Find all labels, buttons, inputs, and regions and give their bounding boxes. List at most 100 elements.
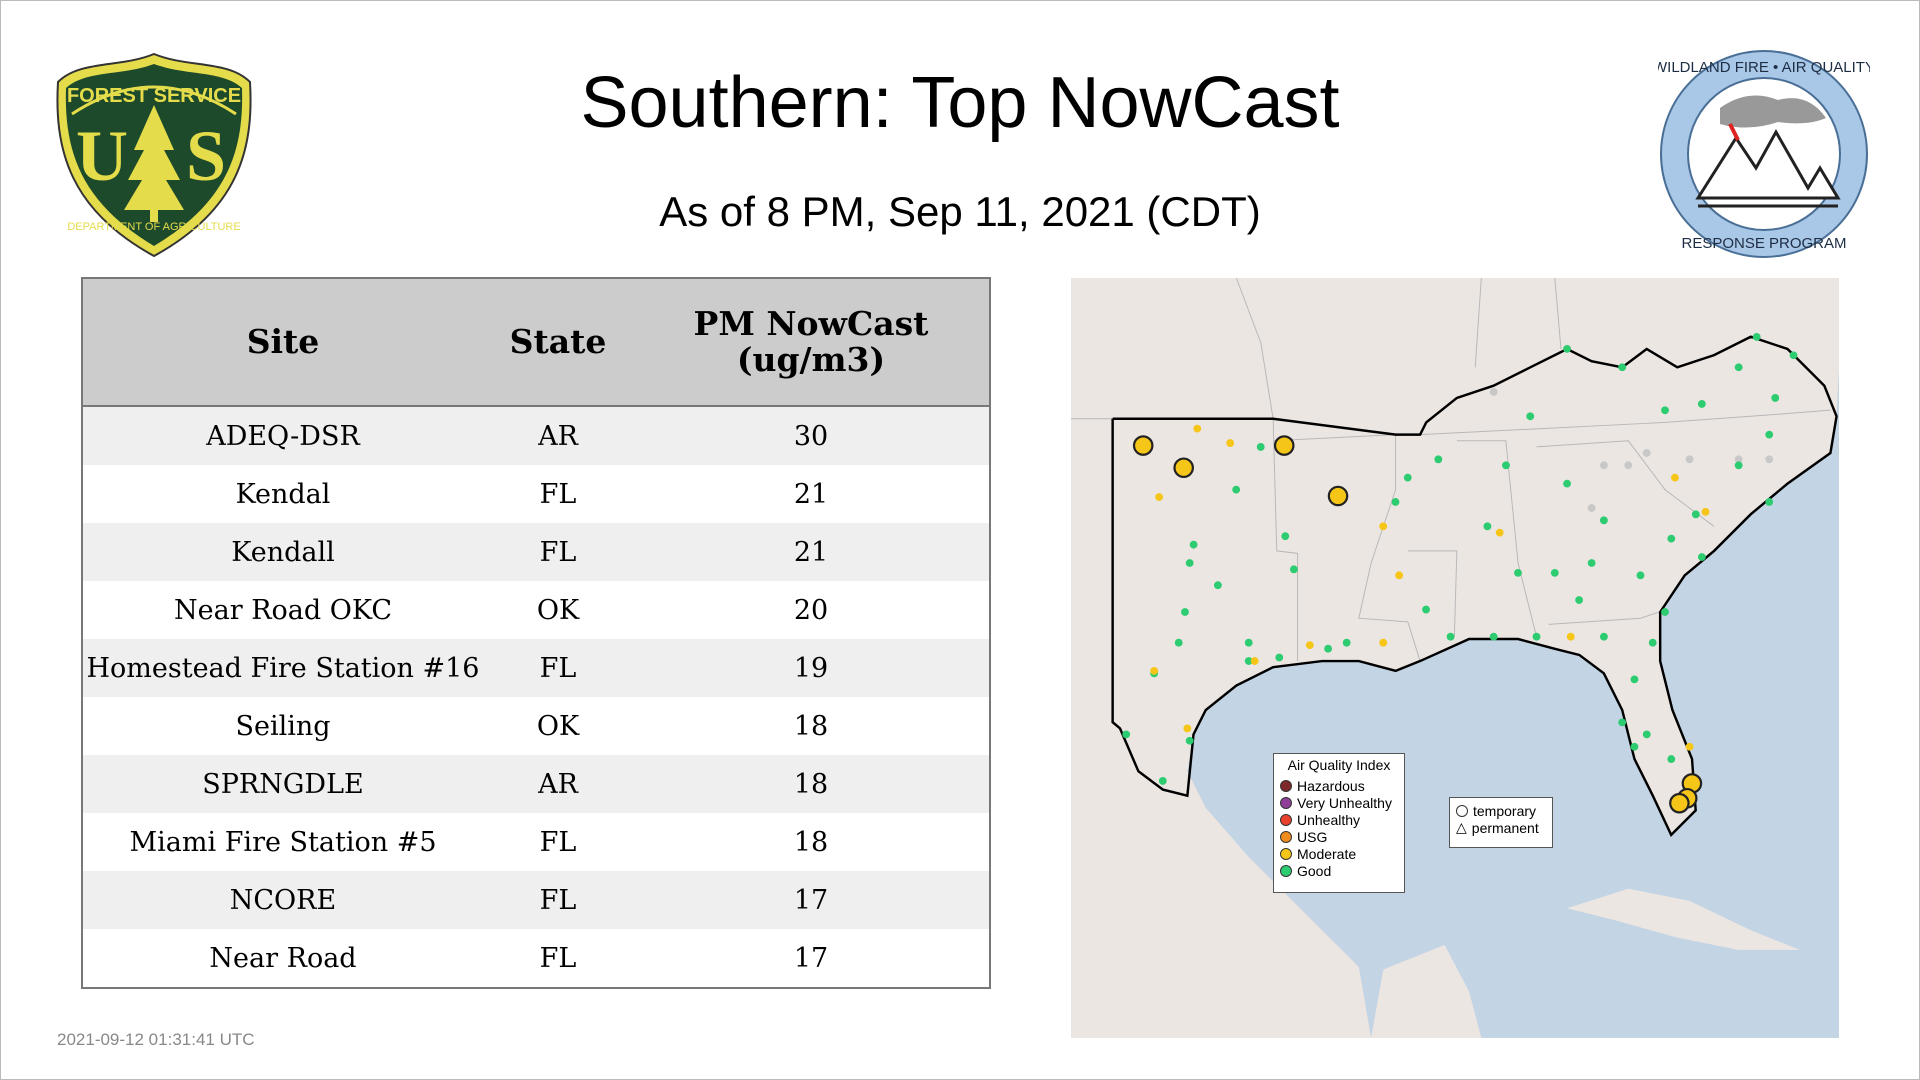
site-marker-moderate[interactable] bbox=[1379, 638, 1388, 647]
circle-icon bbox=[1456, 804, 1468, 817]
site-marker-good[interactable] bbox=[1563, 479, 1571, 488]
site-marker-moderate[interactable] bbox=[1226, 439, 1235, 447]
site-marker-good[interactable] bbox=[1697, 553, 1706, 561]
site-marker-nodata[interactable] bbox=[1734, 455, 1743, 464]
site-marker-nodata[interactable] bbox=[1765, 455, 1774, 464]
site-marker-moderate[interactable] bbox=[1379, 522, 1388, 531]
site-marker-good[interactable] bbox=[1324, 644, 1333, 653]
generated-timestamp: 2021-09-12 01:31:41 UTC bbox=[57, 1030, 255, 1049]
top-site-marker[interactable] bbox=[1327, 485, 1349, 507]
site-marker-good[interactable] bbox=[1789, 351, 1798, 360]
site-marker-nodata[interactable] bbox=[1489, 388, 1498, 396]
site-marker-good[interactable] bbox=[1158, 777, 1167, 785]
site-marker-good[interactable] bbox=[1575, 596, 1584, 604]
top-site-marker[interactable] bbox=[1173, 457, 1194, 479]
legend-label: Moderate bbox=[1297, 845, 1357, 862]
site-marker-good[interactable] bbox=[1514, 568, 1522, 577]
site-marker-good[interactable] bbox=[1661, 406, 1669, 415]
site-marker-moderate[interactable] bbox=[1155, 493, 1164, 501]
site-marker-moderate[interactable] bbox=[1685, 742, 1694, 751]
site-marker-good[interactable] bbox=[1244, 638, 1253, 647]
site-marker-good[interactable] bbox=[1765, 430, 1774, 439]
site-marker-good[interactable] bbox=[1599, 632, 1608, 641]
site-marker-nodata[interactable] bbox=[1685, 455, 1694, 464]
site-marker-good[interactable] bbox=[1181, 608, 1189, 616]
site-marker-nodata[interactable] bbox=[1642, 449, 1651, 457]
site-marker-good[interactable] bbox=[1697, 400, 1706, 408]
site-marker-good[interactable] bbox=[1618, 718, 1627, 727]
southern-region-outline bbox=[1111, 335, 1838, 837]
site-marker-good[interactable] bbox=[1489, 632, 1498, 641]
cell-state: FL bbox=[483, 929, 633, 988]
site-marker-good[interactable] bbox=[1174, 638, 1183, 647]
site-marker-good[interactable] bbox=[1771, 394, 1780, 402]
cell-state: FL bbox=[483, 465, 633, 523]
site-marker-good[interactable] bbox=[1213, 581, 1222, 590]
site-marker-good[interactable] bbox=[1587, 559, 1596, 567]
wildland-fire-air-quality-logo: WILDLAND FIRE • AIR QUALITY RESPONSE PRO… bbox=[1658, 50, 1870, 258]
site-marker-good[interactable] bbox=[1765, 498, 1774, 506]
cell-pm-nowcast: 18 bbox=[633, 755, 990, 813]
site-marker-good[interactable] bbox=[1256, 443, 1265, 451]
cell-site: Kendal bbox=[82, 465, 483, 523]
site-marker-good[interactable] bbox=[1648, 638, 1657, 647]
site-marker-good[interactable] bbox=[1526, 412, 1535, 421]
site-marker-moderate[interactable] bbox=[1305, 641, 1314, 650]
site-marker-good[interactable] bbox=[1667, 755, 1676, 764]
site-marker-good[interactable] bbox=[1599, 516, 1608, 525]
site-marker-good[interactable] bbox=[1661, 608, 1669, 616]
site-marker-good[interactable] bbox=[1403, 473, 1412, 482]
site-marker-good[interactable] bbox=[1422, 605, 1430, 614]
site-marker-good[interactable] bbox=[1502, 461, 1510, 470]
site-marker-good[interactable] bbox=[1275, 653, 1284, 662]
site-marker-good[interactable] bbox=[1752, 333, 1761, 341]
site-marker-good[interactable] bbox=[1563, 344, 1571, 353]
top-site-marker[interactable] bbox=[1669, 792, 1690, 814]
site-marker-nodata[interactable] bbox=[1624, 461, 1633, 470]
site-marker-good[interactable] bbox=[1122, 730, 1131, 739]
site-type-legend: temporary △ permanent bbox=[1449, 797, 1553, 848]
site-marker-good[interactable] bbox=[1618, 363, 1627, 372]
legend-label: USG bbox=[1297, 828, 1328, 845]
cell-site: Miami Fire Station #5 bbox=[82, 813, 483, 871]
top-site-marker[interactable] bbox=[1273, 435, 1295, 456]
site-marker-moderate[interactable] bbox=[1183, 724, 1192, 733]
site-marker-good[interactable] bbox=[1630, 675, 1639, 684]
site-marker-moderate[interactable] bbox=[1193, 424, 1202, 433]
site-marker-moderate[interactable] bbox=[1250, 657, 1259, 665]
site-marker-good[interactable] bbox=[1636, 571, 1645, 580]
legend-swatch bbox=[1280, 847, 1292, 860]
site-marker-good[interactable] bbox=[1734, 363, 1743, 372]
site-marker-good[interactable] bbox=[1667, 534, 1676, 543]
site-marker-good[interactable] bbox=[1642, 730, 1651, 739]
site-marker-good[interactable] bbox=[1185, 559, 1194, 567]
site-marker-moderate[interactable] bbox=[1150, 666, 1159, 675]
aqi-legend: Air Quality Index Hazardous Very Unhealth… bbox=[1273, 753, 1405, 893]
site-marker-moderate[interactable] bbox=[1701, 507, 1710, 516]
site-marker-moderate[interactable] bbox=[1395, 571, 1404, 580]
site-marker-good[interactable] bbox=[1446, 632, 1455, 641]
top-site-marker[interactable] bbox=[1132, 435, 1154, 456]
site-marker-good[interactable] bbox=[1185, 736, 1194, 745]
site-marker-nodata[interactable] bbox=[1587, 504, 1596, 512]
site-marker-good[interactable] bbox=[1391, 498, 1400, 506]
site-marker-good[interactable] bbox=[1532, 632, 1541, 641]
legend-label: Unhealthy bbox=[1297, 811, 1361, 828]
site-marker-good[interactable] bbox=[1434, 455, 1443, 464]
site-marker-good[interactable] bbox=[1281, 532, 1290, 541]
site-marker-good[interactable] bbox=[1342, 638, 1351, 647]
site-marker-moderate[interactable] bbox=[1495, 528, 1504, 537]
site-marker-moderate[interactable] bbox=[1566, 632, 1575, 641]
site-marker-moderate[interactable] bbox=[1671, 473, 1679, 482]
site-marker-good[interactable] bbox=[1289, 565, 1298, 574]
site-marker-good[interactable] bbox=[1630, 742, 1639, 751]
site-marker-good[interactable] bbox=[1550, 568, 1559, 577]
aqi-map[interactable]: Air Quality Index Hazardous Very Unhealth… bbox=[1071, 277, 1839, 1038]
site-marker-nodata[interactable] bbox=[1599, 461, 1608, 470]
site-marker-good[interactable] bbox=[1483, 522, 1492, 531]
site-marker-good[interactable] bbox=[1691, 510, 1700, 519]
site-marker-good[interactable] bbox=[1189, 540, 1198, 549]
site-marker-good[interactable] bbox=[1244, 657, 1253, 665]
site-marker-good[interactable] bbox=[1734, 461, 1743, 470]
site-marker-good[interactable] bbox=[1232, 485, 1241, 494]
